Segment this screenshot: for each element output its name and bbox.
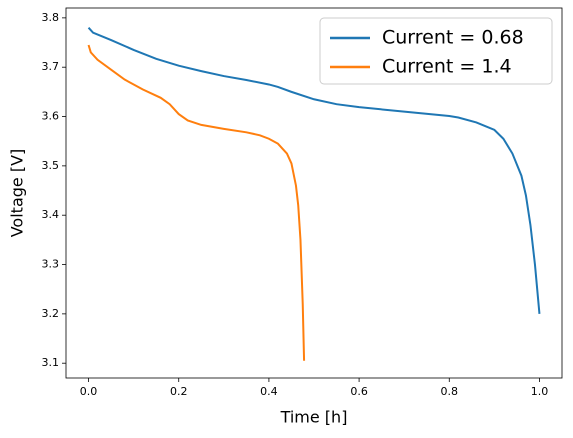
y-axis-label: Voltage [V]	[8, 149, 27, 238]
plot-frame	[65, 7, 563, 379]
y-tick-label: 3.2	[42, 307, 60, 320]
y-tick-label: 3.8	[42, 11, 60, 24]
legend-label: Current = 1.4	[382, 56, 512, 78]
x-tick-label: 0.8	[441, 385, 459, 398]
y-tick-label: 3.1	[42, 356, 60, 369]
y-tick-label: 3.3	[42, 258, 60, 271]
x-tick-label: 0.0	[80, 385, 98, 398]
x-tick-label: 0.6	[350, 385, 368, 398]
y-tick-label: 3.7	[42, 60, 60, 73]
y-tick-label: 3.5	[42, 159, 60, 172]
line-series	[87, 27, 541, 314]
line-series	[87, 44, 306, 361]
legend-label: Current = 0.68	[382, 27, 524, 49]
x-tick-label: 1.0	[531, 385, 549, 398]
y-tick-label: 3.4	[42, 208, 60, 221]
legend-box	[319, 17, 553, 85]
x-axis-label: Time [h]	[280, 408, 348, 427]
x-tick-label: 0.2	[170, 385, 188, 398]
y-tick-label: 3.6	[42, 110, 60, 123]
x-tick-label: 0.4	[260, 385, 278, 398]
